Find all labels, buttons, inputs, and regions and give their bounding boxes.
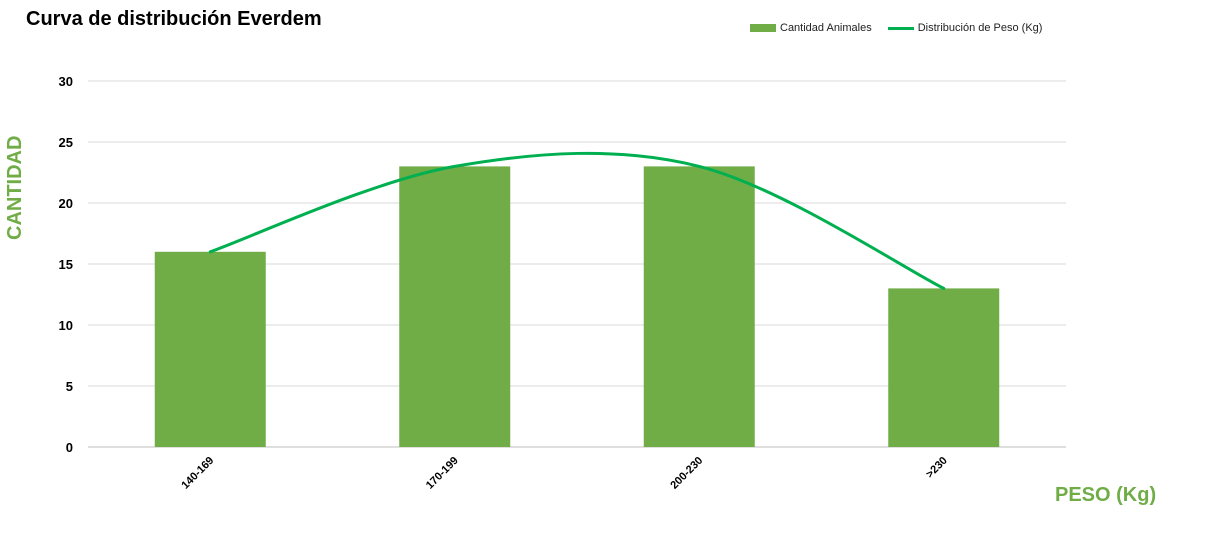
- legend: Cantidad Animales Distribución de Peso (…: [750, 22, 1058, 34]
- legend-label-line: Distribución de Peso (Kg): [917, 22, 1043, 34]
- y-tick-label: 20: [59, 196, 73, 211]
- x-axis-label: PESO (Kg): [1055, 484, 1157, 506]
- legend-label-bar: Cantidad Animales: [780, 22, 872, 34]
- line-layer: [208, 151, 946, 290]
- legend-swatch-bar: [750, 24, 776, 32]
- x-tick-label: 200-230: [668, 455, 705, 492]
- x-tick-label: >230: [924, 455, 950, 481]
- legend-swatch-line: [887, 26, 914, 30]
- bar-170-199: [399, 166, 511, 447]
- y-tick-label: 5: [66, 379, 73, 394]
- bar-layer: [154, 166, 1000, 447]
- chart-title: Curva de distribución Everdem: [26, 8, 322, 30]
- y-tick-label: 10: [59, 318, 73, 333]
- distribution-line: [208, 151, 946, 290]
- x-tick-label: 140-169: [179, 455, 216, 492]
- y-tick-label: 0: [66, 440, 73, 455]
- bar-140-169: [154, 251, 266, 447]
- y-tick-label: 25: [59, 135, 73, 150]
- y-tick-label: 30: [59, 74, 73, 89]
- legend-item-bar: Cantidad Animales: [750, 22, 872, 34]
- x-tick-label: 170-199: [424, 455, 461, 492]
- bar-200-230: [643, 166, 755, 447]
- legend-item-line: Distribución de Peso (Kg): [887, 22, 1043, 34]
- bar->230: [888, 288, 1000, 447]
- y-tick-label: 15: [59, 257, 73, 272]
